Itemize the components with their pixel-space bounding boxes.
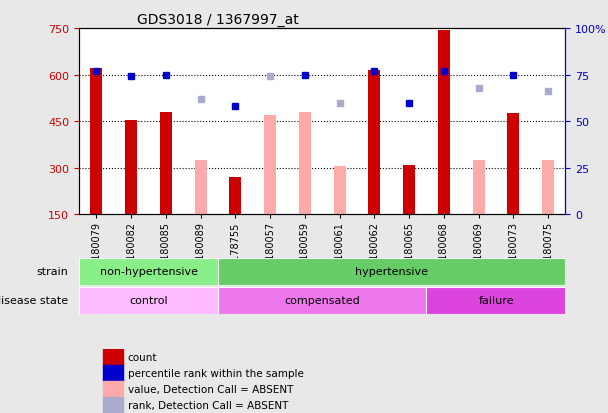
Text: control: control: [130, 295, 168, 306]
Text: value, Detection Call = ABSENT: value, Detection Call = ABSENT: [128, 384, 293, 394]
Text: non-hypertensive: non-hypertensive: [100, 266, 198, 277]
Bar: [91, 69, 103, 215]
Bar: [218, 258, 565, 285]
Text: GDS3018 / 1367997_at: GDS3018 / 1367997_at: [137, 12, 299, 26]
Bar: [218, 287, 426, 314]
Bar: [103, 349, 123, 365]
Text: compensated: compensated: [285, 295, 360, 306]
Bar: [79, 287, 218, 314]
Bar: [472, 161, 485, 215]
Bar: [368, 71, 381, 215]
Bar: [403, 165, 415, 215]
Text: hypertensive: hypertensive: [355, 266, 428, 277]
Bar: [229, 178, 241, 215]
Bar: [264, 116, 276, 215]
Bar: [299, 112, 311, 215]
Text: count: count: [128, 352, 157, 362]
Bar: [542, 161, 554, 215]
Text: failure: failure: [478, 295, 514, 306]
Text: percentile rank within the sample: percentile rank within the sample: [128, 368, 303, 378]
Bar: [103, 397, 123, 413]
Bar: [507, 114, 519, 215]
Text: strain: strain: [36, 266, 69, 277]
Bar: [426, 287, 565, 314]
Bar: [438, 31, 450, 215]
Bar: [79, 258, 218, 285]
Bar: [195, 161, 207, 215]
Bar: [334, 167, 346, 215]
Bar: [103, 381, 123, 396]
Bar: [103, 366, 123, 381]
Text: rank, Detection Call = ABSENT: rank, Detection Call = ABSENT: [128, 400, 288, 410]
Bar: [160, 112, 172, 215]
Text: disease state: disease state: [0, 295, 69, 306]
Bar: [125, 120, 137, 215]
